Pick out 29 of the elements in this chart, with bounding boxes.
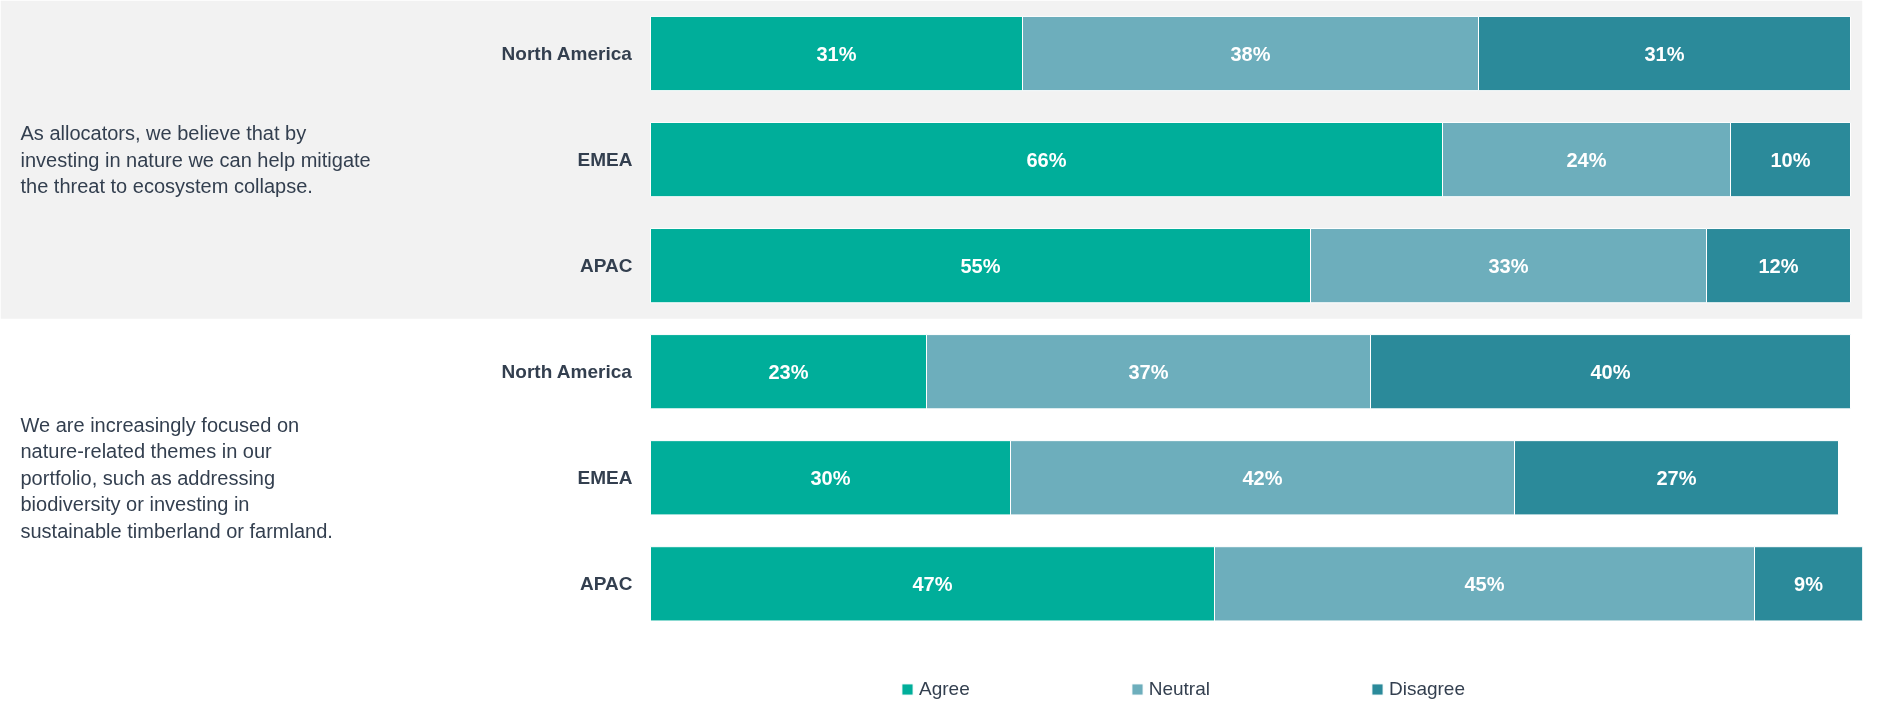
data-label: 55% (960, 254, 1001, 277)
y-tick-label: EMEA (577, 149, 633, 171)
y-tick-label: APAC (580, 573, 633, 595)
y-tick-label: APAC (580, 255, 633, 277)
data-label: 47% (912, 572, 953, 595)
data-label: 27% (1656, 466, 1697, 489)
y-tick-label: North America (501, 361, 633, 383)
data-label: 45% (1464, 572, 1505, 595)
data-label: 31% (1644, 42, 1685, 65)
data-label: 33% (1488, 254, 1529, 277)
data-label: 10% (1770, 148, 1811, 171)
text: We are increasingly focused on nature-related themes in our portfolio, such as addressing biodiversity or investing in sustainable timberland or farmland. (20, 413, 333, 542)
y-tick-label: EMEA (577, 467, 633, 489)
data-label: 42% (1242, 466, 1283, 489)
data-label: 9% (1794, 572, 1824, 595)
legend-label: Agree (919, 678, 970, 700)
data-label: 38% (1230, 42, 1271, 65)
data-label: 40% (1590, 360, 1631, 383)
legend-label: Neutral (1148, 678, 1210, 700)
text: As allocators, we believe that by investing in nature we can help mitigate the threat to ecosystem collapse. (20, 122, 371, 197)
data-label: 66% (1026, 148, 1067, 171)
data-label: 12% (1758, 254, 1799, 277)
legend-label: Disagree (1388, 678, 1465, 700)
data-label: 23% (768, 360, 809, 383)
data-label: 37% (1128, 360, 1169, 383)
data-label: 30% (810, 466, 851, 489)
data-label: 24% (1566, 148, 1607, 171)
y-tick-label: North America (501, 43, 633, 65)
data-label: 31% (816, 42, 857, 65)
